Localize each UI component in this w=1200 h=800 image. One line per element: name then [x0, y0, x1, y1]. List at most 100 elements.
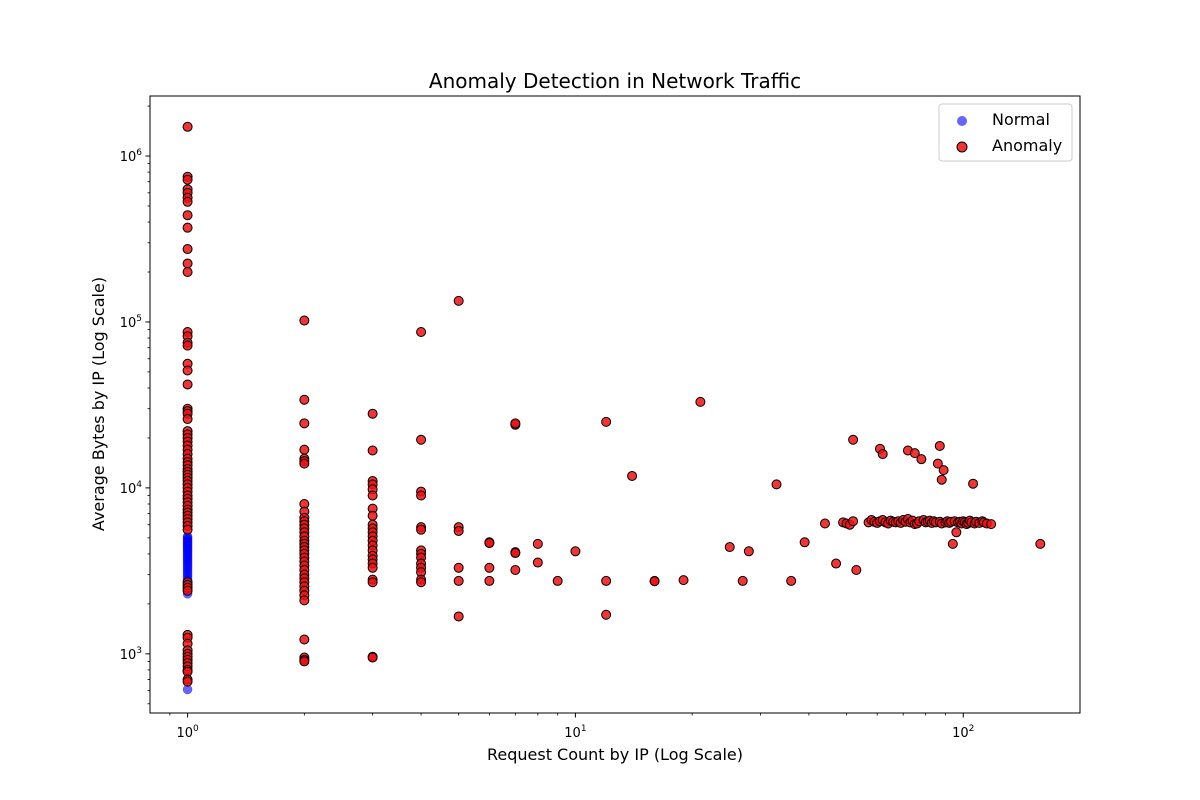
- anomaly-point: [299, 444, 310, 455]
- anomaly-point: [848, 434, 859, 445]
- anomaly-point: [532, 538, 543, 549]
- anomaly-point: [299, 458, 310, 469]
- chart-title: Anomaly Detection in Network Traffic: [429, 69, 801, 93]
- anomaly-point: [678, 575, 689, 586]
- anomaly-point: [601, 575, 612, 586]
- plot-points: [182, 121, 1046, 695]
- anomaly-point: [986, 519, 997, 530]
- anomaly-point: [367, 445, 378, 456]
- anomaly-point: [182, 585, 193, 596]
- anomaly-point: [877, 449, 888, 460]
- anomaly-point: [416, 327, 427, 337]
- anomaly-point: [532, 557, 543, 568]
- legend-marker-anomaly: [956, 141, 968, 153]
- anomaly-point: [453, 562, 464, 573]
- anomaly-point: [819, 518, 830, 529]
- anomaly-point: [182, 676, 193, 687]
- anomaly-point: [909, 448, 920, 459]
- anomaly-point: [484, 538, 495, 549]
- anomaly-point: [453, 575, 464, 586]
- y-axis-label: Average Bytes by IP (Log Scale): [89, 277, 108, 531]
- anomaly-point: [182, 196, 193, 207]
- y-tick-label: 103: [120, 646, 142, 663]
- anomaly-point: [951, 527, 962, 538]
- anomaly-point: [453, 525, 464, 536]
- y-tick-label: 106: [120, 148, 143, 165]
- legend-label-normal: Normal: [992, 110, 1050, 129]
- anomaly-point: [182, 210, 193, 221]
- legend-box: [938, 103, 1073, 162]
- anomaly-point: [453, 295, 464, 306]
- anomaly-point: [416, 524, 427, 535]
- x-tick-label: 102: [952, 724, 974, 741]
- anomaly-point: [649, 576, 660, 587]
- anomaly-point: [510, 548, 521, 559]
- anomaly-point: [182, 244, 193, 255]
- anomaly-point: [851, 565, 862, 576]
- anomaly-point: [299, 634, 310, 645]
- anomaly-point: [182, 222, 193, 233]
- anomaly-point: [484, 575, 495, 586]
- anomaly-point: [786, 575, 797, 586]
- anomaly-point: [367, 577, 378, 588]
- anomaly-point: [627, 470, 638, 481]
- series-anomaly: [182, 121, 1046, 687]
- anomaly-point: [182, 340, 193, 351]
- y-tick-label: 105: [120, 314, 142, 331]
- anomaly-point: [299, 418, 310, 429]
- x-tick-label: 101: [564, 724, 586, 741]
- anomaly-point: [743, 546, 754, 557]
- legend-label-anomaly: Anomaly: [992, 136, 1062, 155]
- anomaly-point: [848, 516, 859, 527]
- anomaly-point: [367, 562, 378, 573]
- anomaly-point: [570, 546, 581, 557]
- anomaly-point: [182, 258, 193, 269]
- anomaly-point: [831, 558, 842, 569]
- x-axis-label: Request Count by IP (Log Scale): [487, 745, 743, 764]
- x-tick-label: 100: [176, 724, 199, 741]
- anomaly-point: [1035, 538, 1046, 549]
- axes: 100 101 102 103 104 105 106: [120, 105, 974, 741]
- anomaly-point: [367, 510, 378, 521]
- anomaly-point: [182, 414, 193, 425]
- anomaly-point: [299, 656, 310, 667]
- anomaly-point: [601, 609, 612, 620]
- anomaly-point: [934, 440, 945, 451]
- anomaly-point: [299, 394, 310, 405]
- anomaly-point: [932, 458, 943, 469]
- anomaly-point: [367, 490, 378, 501]
- anomaly-point: [182, 524, 193, 535]
- anomaly-point: [968, 478, 979, 489]
- anomaly-point: [416, 490, 427, 501]
- legend-marker-normal: [957, 116, 967, 126]
- anomaly-point: [510, 565, 521, 576]
- anomaly-point: [737, 575, 748, 586]
- anomaly-point: [947, 538, 958, 549]
- anomaly-point: [724, 542, 735, 553]
- plot-frame: [149, 95, 1081, 714]
- anomaly-point: [484, 562, 495, 573]
- anomaly-point: [367, 652, 378, 663]
- anomaly-point: [299, 315, 310, 326]
- anomaly-point: [299, 595, 310, 606]
- anomaly-point: [453, 611, 464, 622]
- anomaly-point: [799, 537, 810, 548]
- anomaly-point: [601, 416, 612, 427]
- y-tick-label: 104: [120, 480, 143, 497]
- anomaly-point: [416, 434, 427, 445]
- anomaly-point: [182, 121, 193, 132]
- anomaly-point: [938, 465, 949, 476]
- anomaly-point: [552, 575, 563, 586]
- anomaly-point: [916, 454, 927, 465]
- legend: Normal Anomaly: [938, 103, 1073, 162]
- anomaly-point: [182, 379, 193, 390]
- anomaly-point: [182, 365, 193, 376]
- anomaly-point: [367, 408, 378, 419]
- anomaly-point: [936, 474, 947, 485]
- anomaly-point: [695, 396, 706, 407]
- anomaly-point: [771, 479, 782, 490]
- anomaly-point: [182, 174, 193, 185]
- anomaly-point: [510, 418, 521, 429]
- anomaly-point: [416, 577, 427, 588]
